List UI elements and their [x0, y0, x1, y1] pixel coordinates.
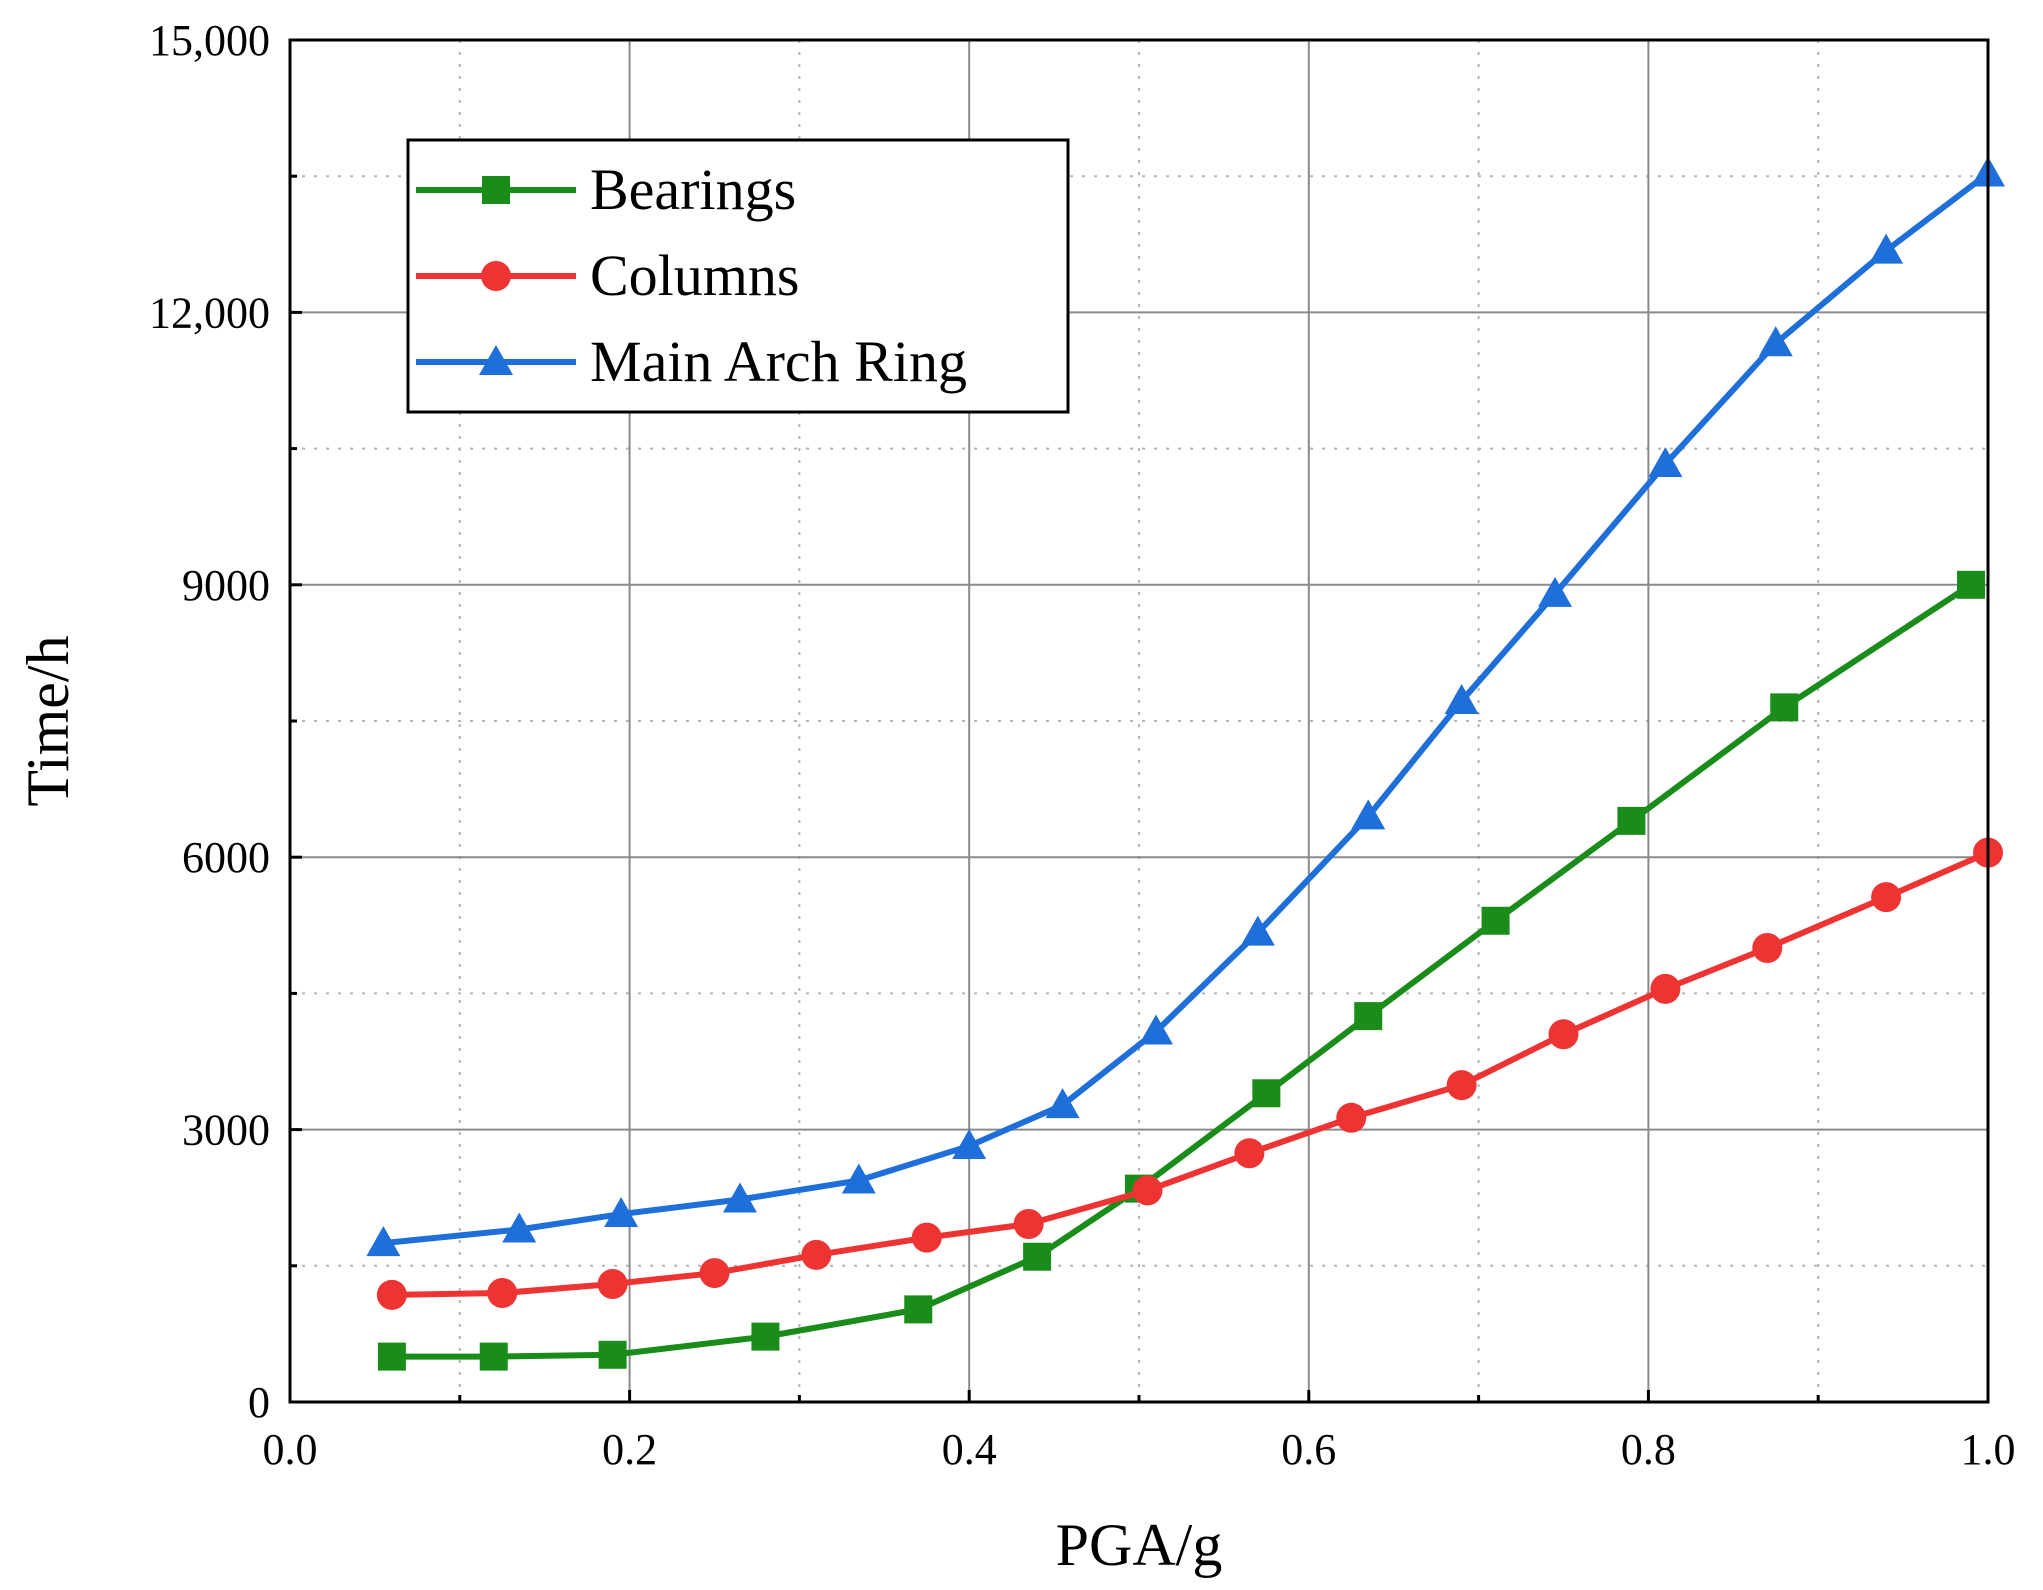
x-tick-label: 0.2: [602, 1425, 657, 1474]
series-line-columns: [391, 849, 1990, 1298]
data-point-main-arch-ring: [604, 1197, 639, 1228]
data-point-main-arch-ring: [1648, 447, 1683, 478]
data-point-bearings: [751, 1322, 780, 1351]
series-bearings: [377, 570, 1986, 1371]
y-tick-label: 3000: [182, 1106, 270, 1155]
data-point-columns: [1336, 1102, 1367, 1133]
data-point-main-arch-ring: [366, 1226, 401, 1257]
data-point-main-arch-ring: [1444, 684, 1479, 715]
data-point-bearings: [1770, 693, 1799, 722]
legend: Bearings Columns Main Arch Ring: [406, 138, 1070, 414]
data-point-main-arch-ring: [1758, 326, 1793, 357]
series-layer: [366, 156, 2005, 1371]
y-tick-label: 0: [248, 1378, 270, 1427]
data-point-columns: [487, 1278, 518, 1309]
data-point-columns: [1013, 1209, 1044, 1240]
x-tick-label: 0.0: [263, 1425, 318, 1474]
y-tick-label: 9000: [182, 561, 270, 610]
data-point-bearings: [904, 1295, 933, 1324]
legend-item-bearings: Bearings: [416, 157, 796, 222]
data-point-columns: [1871, 882, 1902, 913]
data-point-bearings: [1354, 1002, 1383, 1031]
data-point-main-arch-ring: [1869, 233, 1904, 264]
x-tick-label: 0.8: [1621, 1425, 1676, 1474]
legend-marker-bearings: [482, 176, 510, 204]
tick-labels: 0.0 0.2 0.4 0.6 0.8 1.0 0 3000 6000 9000 12,000 15,…: [149, 16, 2016, 1474]
data-point-bearings: [1957, 570, 1986, 599]
data-point-main-arch-ring: [722, 1182, 757, 1213]
data-point-main-arch-ring: [502, 1212, 537, 1243]
data-point-bearings: [1023, 1242, 1052, 1271]
data-point-columns: [376, 1279, 407, 1310]
data-point-bearings: [479, 1342, 508, 1371]
data-point-columns: [1234, 1138, 1265, 1169]
x-axis-title: PGA/g: [1056, 1512, 1223, 1578]
data-point-columns: [801, 1239, 832, 1270]
data-point-columns: [1548, 1019, 1579, 1050]
legend-label-main-arch-ring: Main Arch Ring: [590, 329, 967, 394]
data-point-columns: [1650, 973, 1681, 1004]
data-point-bearings: [377, 1342, 406, 1371]
y-axis-title: Time/h: [15, 635, 81, 806]
data-point-columns: [1752, 933, 1783, 963]
data-point-main-arch-ring: [1240, 915, 1275, 946]
legend-label-bearings: Bearings: [590, 157, 796, 222]
data-point-main-arch-ring: [841, 1163, 876, 1194]
x-tick-label: 0.4: [942, 1425, 997, 1474]
data-point-columns: [699, 1258, 730, 1289]
axis-ticks: [288, 38, 1990, 1404]
legend-label-columns: Columns: [590, 243, 800, 308]
data-point-main-arch-ring: [1138, 1014, 1173, 1045]
data-point-main-arch-ring: [1351, 799, 1386, 830]
data-point-columns: [597, 1268, 628, 1299]
data-point-main-arch-ring: [952, 1128, 987, 1159]
data-point-bearings: [598, 1340, 627, 1369]
data-point-bearings: [1252, 1079, 1281, 1108]
data-point-main-arch-ring: [1538, 576, 1573, 607]
legend-marker-main-arch-ring: [479, 345, 513, 375]
data-point-bearings: [1481, 906, 1510, 935]
y-tick-label: 12,000: [149, 288, 270, 337]
legend-marker-columns: [481, 261, 511, 291]
data-point-bearings: [1617, 806, 1646, 835]
legend-item-main-arch-ring: Main Arch Ring: [416, 329, 967, 394]
legend-item-columns: Columns: [416, 243, 800, 308]
data-point-columns: [911, 1222, 942, 1253]
y-tick-label: 15,000: [149, 16, 270, 65]
y-tick-label: 6000: [182, 833, 270, 882]
series-columns: [376, 837, 2003, 1310]
data-point-columns: [1132, 1175, 1163, 1206]
series-line-main-arch-ring: [383, 171, 1990, 1247]
x-tick-label: 1.0: [1961, 1425, 2016, 1474]
data-point-main-arch-ring: [1045, 1088, 1080, 1119]
x-tick-label: 0.6: [1281, 1425, 1336, 1474]
data-point-columns: [1446, 1070, 1477, 1101]
